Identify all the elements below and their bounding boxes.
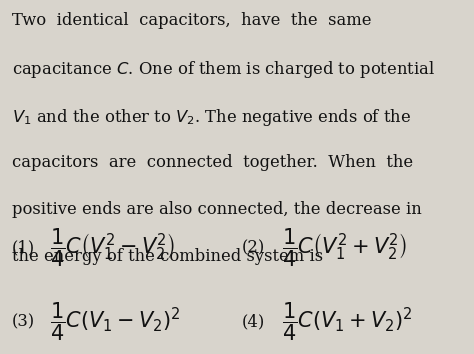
Text: (4): (4) (242, 314, 265, 331)
Text: $V_1$ and the other to $V_2$. The negative ends of the: $V_1$ and the other to $V_2$. The negati… (12, 107, 411, 127)
Text: capacitors  are  connected  together.  When  the: capacitors are connected together. When … (12, 154, 413, 171)
Text: Two  identical  capacitors,  have  the  same: Two identical capacitors, have the same (12, 12, 371, 29)
Text: the energy of the combined system is: the energy of the combined system is (12, 248, 323, 265)
Text: $\dfrac{1}{4}C\left(V_1-V_2\right)^2$: $\dfrac{1}{4}C\left(V_1-V_2\right)^2$ (50, 301, 181, 343)
Text: (1): (1) (12, 239, 35, 256)
Text: $\dfrac{1}{4}C\left(V_1+V_2\right)^2$: $\dfrac{1}{4}C\left(V_1+V_2\right)^2$ (282, 301, 413, 343)
Text: positive ends are also connected, the decrease in: positive ends are also connected, the de… (12, 201, 421, 218)
Text: $\dfrac{1}{4}C\left(V_1^2-V_2^2\right)$: $\dfrac{1}{4}C\left(V_1^2-V_2^2\right)$ (50, 227, 175, 269)
Text: (2): (2) (242, 239, 265, 256)
Text: capacitance $C$. One of them is charged to potential: capacitance $C$. One of them is charged … (12, 59, 435, 80)
Text: $\dfrac{1}{4}C\left(V_1^2+V_2^2\right)$: $\dfrac{1}{4}C\left(V_1^2+V_2^2\right)$ (282, 227, 407, 269)
Text: (3): (3) (12, 314, 35, 331)
